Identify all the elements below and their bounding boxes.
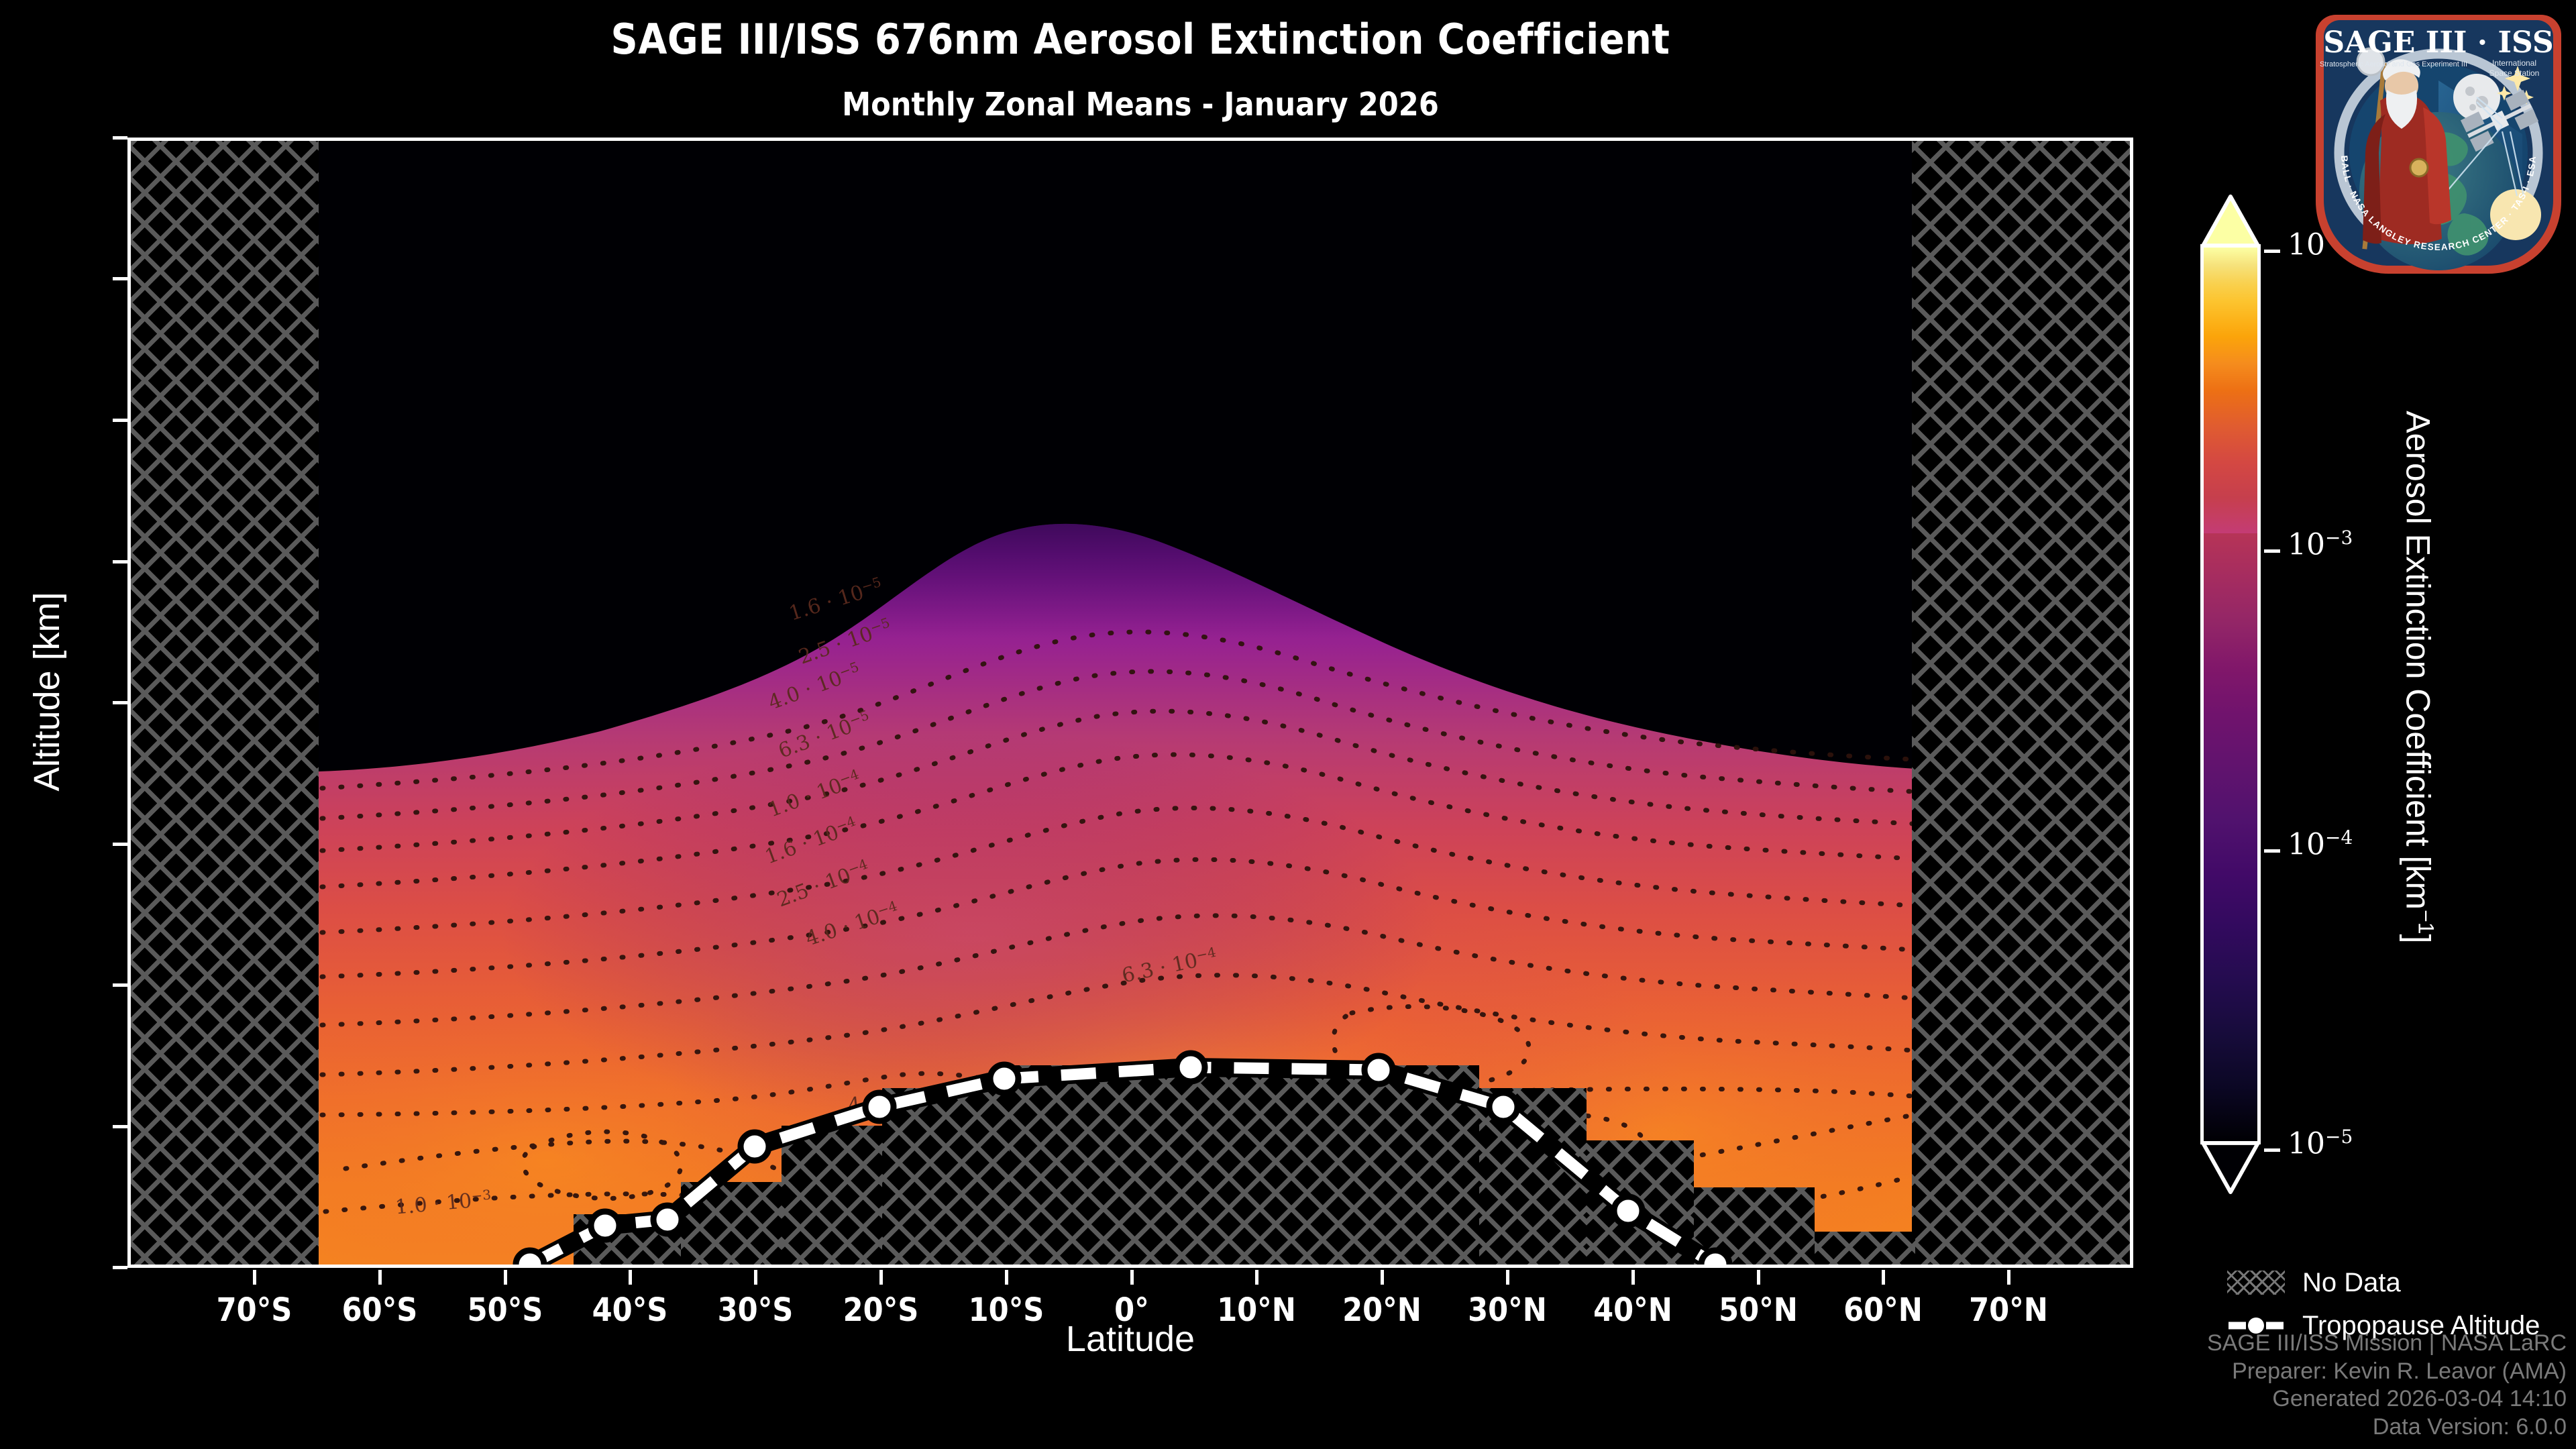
- x-tick-label: 40°N: [1593, 1291, 1672, 1329]
- y-tick-mark: [113, 277, 127, 280]
- x-axis-title: Latitude: [1065, 1319, 1195, 1359]
- y-axis-title: Altitude [km]: [27, 592, 67, 792]
- x-tick-label: 10°S: [968, 1291, 1044, 1329]
- x-tick-label: 60°N: [1843, 1291, 1923, 1329]
- colorbar-tick: [2264, 549, 2280, 553]
- x-tick-mark: [378, 1270, 382, 1285]
- tropopause-swatch-icon: [2229, 1318, 2284, 1334]
- colorbar-mantissa: 10: [2288, 527, 2325, 562]
- no-data-step: [782, 1126, 882, 1265]
- patch-iss-icon: [2460, 89, 2539, 152]
- x-tick-mark: [1506, 1270, 1509, 1285]
- footer-line-version: Data Version: 6.0.0: [2372, 1413, 2567, 1440]
- patch-subtitle-left: Stratospheric Aerosol and Gas Experiment…: [2320, 60, 2467, 68]
- y-tick-mark: [113, 560, 127, 564]
- legend: No Data Tropopause Altitude: [2227, 1261, 2576, 1347]
- footer-credits: SAGE III/ISS Mission | NASA LaRC Prepare…: [2207, 1330, 2567, 1441]
- x-tick-mark: [1631, 1270, 1635, 1285]
- x-tick-mark: [754, 1270, 757, 1285]
- x-tick-label: 60°S: [341, 1291, 418, 1329]
- x-tick-label: 70°S: [216, 1291, 292, 1329]
- patch-sage-figure-icon: [2356, 47, 2451, 250]
- patch-sun-icon: [2490, 189, 2541, 240]
- x-tick-mark: [1381, 1270, 1384, 1285]
- colorbar[interactable]: 10−2 10−3 10−4 10−5: [2200, 195, 2353, 1194]
- tropopause-curve: [513, 1050, 1733, 1265]
- x-tick-label: 10°N: [1217, 1291, 1296, 1329]
- x-tick-label: 50°N: [1719, 1291, 1798, 1329]
- colorbar-over-arrow: [2201, 195, 2260, 247]
- patch-title: SAGE III · ISS: [2323, 25, 2553, 60]
- colorbar-under-arrow: [2201, 1142, 2260, 1194]
- x-tick-mark: [879, 1270, 883, 1285]
- footer-line-mission: SAGE III/ISS Mission | NASA LaRC: [2206, 1330, 2567, 1356]
- colorbar-title-main: Aerosol Extinction Coefficient [km: [2399, 411, 2437, 910]
- x-tick-mark: [253, 1270, 256, 1285]
- tropopause-markers: [513, 1050, 1733, 1265]
- colorbar-tick: [2264, 849, 2280, 853]
- colorbar-mantissa: 10: [2288, 227, 2325, 262]
- x-tick-mark: [1005, 1270, 1008, 1285]
- y-tick-mark: [113, 843, 127, 846]
- x-tick-label: 30°N: [1468, 1291, 1547, 1329]
- no-data-step: [882, 1088, 1010, 1265]
- colorbar-tick: [2264, 250, 2280, 253]
- footer-line-generated: Generated 2026-03-04 14:10: [2272, 1386, 2567, 1412]
- colorbar-title: Aerosol Extinction Coefficient [km−1]: [2399, 375, 2438, 979]
- aerosol-field: 1.6 · 10−5 2.5 · 10−5 4.0 · 10−5 6.3 · 1…: [131, 141, 2130, 1265]
- x-tick-mark: [2007, 1270, 2010, 1285]
- colorbar-title-end: ]: [2399, 934, 2437, 944]
- page-title: SAGE III/ISS 676nm Aerosol Extinction Co…: [610, 15, 1670, 64]
- y-tick-mark: [113, 1266, 127, 1269]
- colorbar-tick-label: 10−3: [2288, 527, 2353, 562]
- x-tick-mark: [1255, 1270, 1258, 1285]
- sage-mission-patch-logo: BALL · NASA LANGLEY RESEARCH CENTER · TA…: [2301, 0, 2576, 275]
- legend-item-tropopause: Tropopause Altitude: [2227, 1304, 2576, 1347]
- x-tick-mark: [504, 1270, 507, 1285]
- x-tick-label: 50°S: [467, 1291, 543, 1329]
- x-tick-mark: [1130, 1270, 1134, 1285]
- x-tick-label: 0°: [1114, 1291, 1149, 1329]
- legend-label: No Data: [2302, 1267, 2401, 1297]
- no-data-step: [1010, 1065, 1479, 1265]
- footer-line-preparer: Preparer: Kevin R. Leavor (AMA): [2232, 1358, 2567, 1384]
- no-data-region-east: [1912, 141, 2130, 1265]
- colorbar-tick-label: 10−4: [2288, 826, 2353, 862]
- colorbar-exponent: −3: [2325, 527, 2353, 549]
- y-tick-mark: [113, 701, 127, 704]
- patch-subtitle-right-1: International: [2492, 58, 2536, 68]
- x-tick-mark: [1757, 1270, 1760, 1285]
- x-tick-label: 70°N: [1969, 1291, 2048, 1329]
- no-data-step: [1815, 1232, 1915, 1265]
- x-tick-label: 30°S: [717, 1291, 794, 1329]
- x-tick-label: 20°N: [1342, 1291, 1421, 1329]
- colorbar-tick-label: 10−5: [2288, 1126, 2353, 1161]
- x-tick-mark: [1882, 1270, 1885, 1285]
- x-tick-mark: [629, 1270, 632, 1285]
- y-tick-mark: [113, 419, 127, 422]
- colorbar-tick: [2264, 1148, 2280, 1152]
- colorbar-mantissa: 10: [2288, 1126, 2325, 1161]
- y-tick-mark: [113, 983, 127, 987]
- colorbar-mantissa: 10: [2288, 827, 2325, 862]
- no-data-region-west: [131, 141, 319, 1265]
- x-tick-label: 20°S: [843, 1291, 919, 1329]
- colorbar-exponent: −4: [2325, 826, 2353, 849]
- y-tick-mark: [113, 136, 127, 140]
- legend-item-no-data: No Data: [2227, 1261, 2576, 1304]
- no-data-swatch-icon: [2227, 1271, 2285, 1295]
- page-subtitle: Monthly Zonal Means - January 2026: [842, 86, 1439, 123]
- legend-label: Tropopause Altitude: [2302, 1310, 2540, 1340]
- colorbar-title-exponent: −1: [2414, 910, 2438, 934]
- heatmap-plot-area[interactable]: 1.6 · 10−5 2.5 · 10−5 4.0 · 10−5 6.3 · 1…: [127, 138, 2133, 1268]
- y-tick-mark: [113, 1125, 127, 1128]
- colorbar-exponent: −5: [2325, 1126, 2353, 1148]
- x-tick-label: 40°S: [592, 1291, 668, 1329]
- colorbar-gradient: [2200, 244, 2261, 1144]
- patch-subtitle-right-2: Space Station: [2489, 68, 2540, 78]
